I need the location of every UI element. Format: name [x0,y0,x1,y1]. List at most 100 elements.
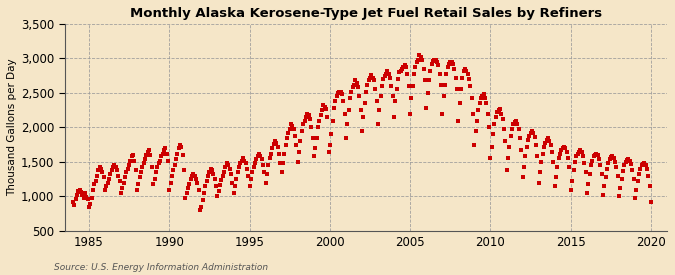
Point [338,99,348,103]
Point [115,191,126,195]
Point [238,156,248,160]
Point [198,191,209,195]
Point [484,125,495,130]
Point [414,53,425,57]
Point [464,77,475,81]
Point [420,78,431,83]
Point [639,161,650,166]
Point [560,146,571,150]
Point [223,163,234,167]
Point [568,168,579,172]
Point [78,196,89,200]
Point [76,190,86,194]
Point [271,141,281,145]
Point [377,84,387,88]
Point [367,76,378,80]
Point [318,103,329,108]
Point [255,154,266,159]
Point [254,152,265,156]
Point [466,96,477,101]
Point [333,91,344,95]
Point [596,172,607,177]
Point [504,145,514,149]
Point [642,167,653,171]
Point [493,108,504,112]
Point [601,167,612,171]
Point [146,165,157,170]
Point [433,63,443,67]
Point [624,158,635,163]
Point [552,165,563,170]
Point [178,153,188,157]
Point [490,115,501,119]
Point [209,177,220,182]
Point [212,194,223,199]
Point [161,152,172,156]
Point [544,139,555,144]
Point [524,133,535,138]
Point [109,163,119,167]
Point [427,59,438,63]
Point [418,67,429,71]
Point [375,94,386,98]
Point [86,196,97,200]
Point [323,149,334,154]
Point [315,113,326,117]
Point [502,156,513,161]
Point [344,108,354,112]
Point [588,154,599,159]
Point [354,94,364,98]
Point [242,167,252,171]
Point [295,139,306,144]
Point [258,163,269,167]
Point [517,175,528,179]
Point [275,161,286,166]
Point [555,152,566,156]
Point [591,152,601,156]
Point [435,82,446,87]
Point [554,156,564,161]
Point [89,182,100,186]
Point [583,182,593,186]
Point [132,187,142,192]
Point [635,167,646,171]
Point [501,168,512,172]
Point [81,195,92,199]
Point [141,153,152,157]
Point [540,141,551,145]
Point [537,152,548,156]
Point [211,184,221,188]
Point [526,129,537,133]
Point [513,126,524,131]
Point [379,73,390,78]
Point [350,78,360,83]
Point [171,157,182,161]
Point [416,55,427,59]
Point [184,182,195,186]
Point [164,187,175,192]
Point [570,160,580,164]
Point [313,125,323,130]
Point [152,165,163,170]
Point [346,89,356,94]
Point [496,111,507,116]
Point [360,89,371,94]
Point [243,174,254,178]
Point [168,168,179,172]
Point [558,146,568,150]
Point [219,169,230,174]
Point [481,101,492,105]
Point [494,107,505,112]
Point [475,101,485,105]
Point [505,133,516,138]
Point [593,157,604,161]
Point [82,197,93,201]
Point [643,174,654,178]
Point [483,111,493,116]
Point [322,115,333,119]
Point [230,184,240,188]
Point [386,84,397,88]
Point [570,154,581,159]
Point [521,145,532,149]
Point [632,179,643,183]
